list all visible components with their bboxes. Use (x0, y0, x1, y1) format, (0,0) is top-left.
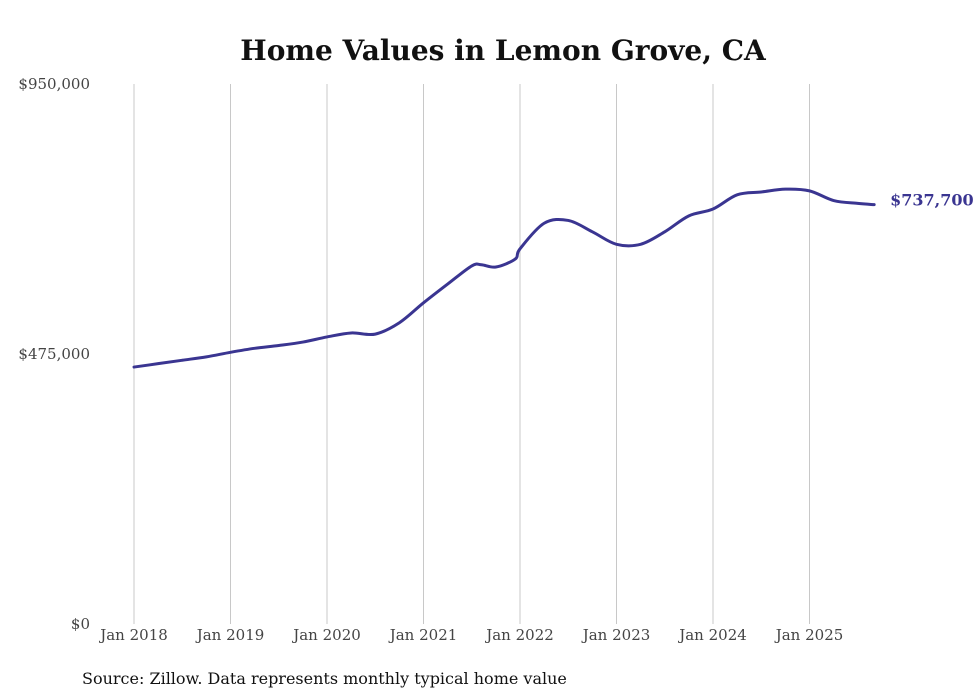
y-axis: $0 $475,000 $950,000 (18, 75, 90, 633)
y-tick-label: $0 (71, 615, 90, 633)
x-tick-label: Jan 2025 (774, 626, 844, 644)
grid-layer (133, 84, 810, 624)
y-tick-label: $950,000 (18, 75, 90, 93)
x-axis: Jan 2018 Jan 2019 Jan 2020 Jan 2021 Jan 2022… (98, 626, 843, 644)
source-note: Source: Zillow. Data represents monthly … (82, 669, 567, 688)
x-tick-label: Jan 2022 (484, 626, 554, 644)
y-tick-label: $475,000 (18, 345, 90, 363)
x-tick-label: Jan 2020 (291, 626, 361, 644)
x-tick-label: Jan 2021 (388, 626, 458, 644)
chart-title: Home Values in Lemon Grove, CA (240, 34, 767, 67)
series-layer (132, 187, 876, 369)
series-line-0 (132, 187, 876, 369)
x-tick-label: Jan 2018 (98, 626, 168, 644)
x-tick-label: Jan 2024 (677, 626, 747, 644)
x-tick-label: Jan 2019 (195, 626, 265, 644)
x-tick-label: Jan 2023 (581, 626, 651, 644)
end-value-label: $737,700 (890, 191, 974, 210)
